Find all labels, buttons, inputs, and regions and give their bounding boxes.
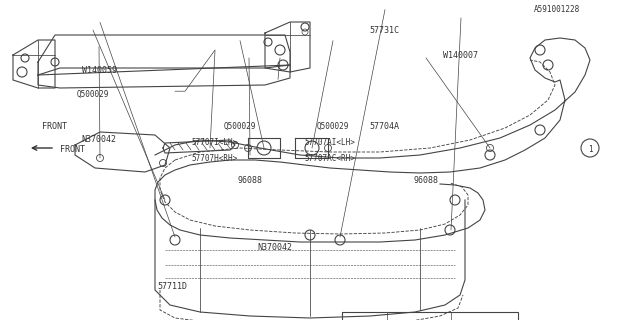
Text: 57707AI<LH>: 57707AI<LH>	[304, 138, 355, 147]
Text: FRONT: FRONT	[42, 122, 67, 131]
Text: Q500029: Q500029	[77, 90, 109, 99]
Text: A591001228: A591001228	[534, 5, 580, 14]
Text: 96088: 96088	[413, 176, 438, 185]
Text: 1: 1	[588, 145, 592, 154]
Text: 57704A: 57704A	[369, 122, 399, 131]
Text: 57707H<RH>: 57707H<RH>	[191, 154, 237, 163]
Text: 57707I<LH>: 57707I<LH>	[191, 138, 237, 147]
Text: 57707AC<RH>: 57707AC<RH>	[304, 154, 355, 163]
Text: 57711D: 57711D	[158, 282, 188, 291]
Text: Q500029: Q500029	[317, 122, 349, 131]
Text: W140059: W140059	[82, 66, 116, 75]
Text: N370042: N370042	[82, 135, 116, 144]
Text: Q500029: Q500029	[224, 122, 256, 131]
Text: 96088: 96088	[237, 176, 262, 185]
Text: W140007: W140007	[444, 52, 478, 60]
Bar	[342, 312, 518, 320]
Text: N370042: N370042	[258, 244, 292, 252]
Text: FRONT: FRONT	[60, 146, 85, 155]
Text: 57731C: 57731C	[369, 26, 399, 35]
